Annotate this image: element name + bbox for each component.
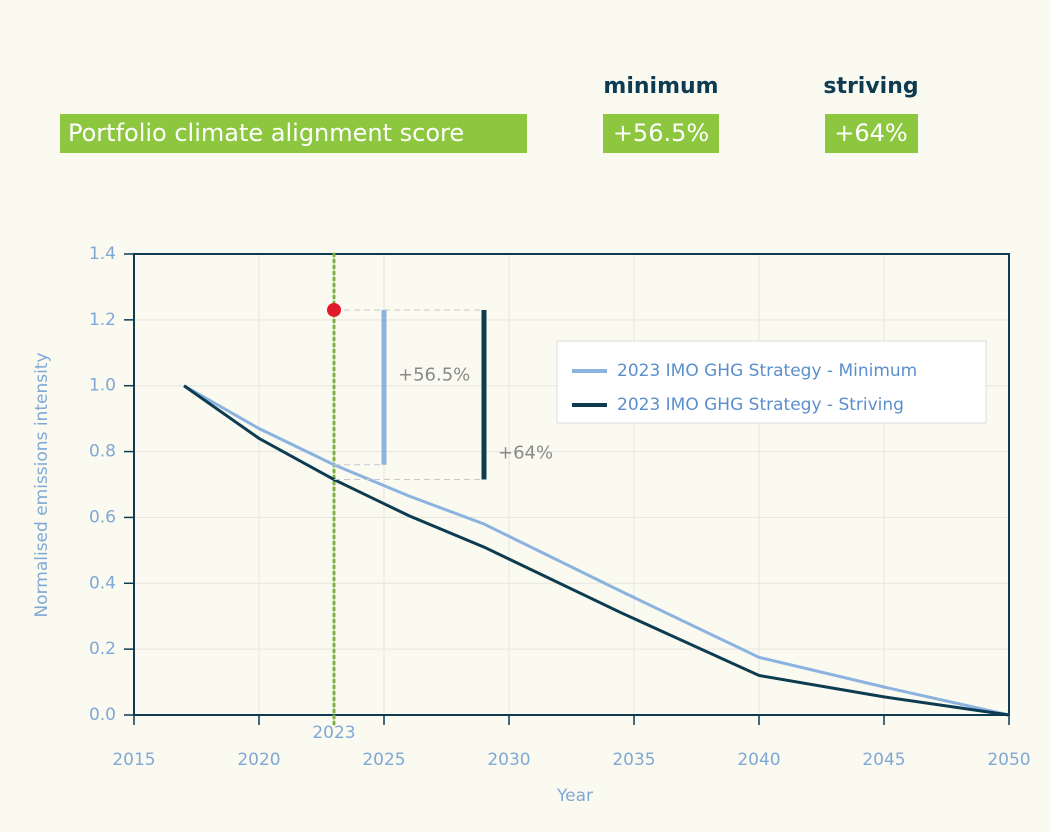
x-axis-label: Year bbox=[556, 786, 593, 806]
score-box bbox=[603, 114, 719, 153]
x-tick-label: 2025 bbox=[362, 750, 405, 770]
marker bbox=[327, 302, 341, 317]
x-tick-label: 2020 bbox=[237, 750, 280, 770]
y-tick-label: 1.4 bbox=[89, 244, 116, 264]
score: +56.5% bbox=[613, 119, 709, 147]
score-title: Portfolio climate alignment score bbox=[68, 119, 464, 147]
bracket-label: +56.5% bbox=[398, 364, 470, 385]
x-tick-label: 2040 bbox=[737, 750, 780, 770]
y-axis-label: Normalised emissions intensity bbox=[32, 352, 52, 617]
column-label: minimum bbox=[603, 74, 718, 99]
score: +64% bbox=[834, 119, 907, 147]
x-tick-label: 2015 bbox=[112, 750, 155, 770]
plot-frame bbox=[133, 253, 1010, 716]
y-tick-label: 0.6 bbox=[89, 507, 116, 527]
title-box bbox=[60, 114, 527, 153]
series-line bbox=[183, 384, 1010, 717]
x-tick-label: 2030 bbox=[487, 750, 530, 770]
x-tick-label: 2035 bbox=[612, 750, 655, 770]
y-tick-label: 1.2 bbox=[89, 310, 116, 330]
y-tick-label: 1.0 bbox=[89, 376, 116, 396]
legend-label: 2023 IMO GHG Strategy - Striving bbox=[617, 395, 904, 415]
y-tick-label: 0.0 bbox=[89, 705, 116, 725]
reference-label: 2023 bbox=[312, 723, 355, 743]
legend-label: 2023 IMO GHG Strategy - Minimum bbox=[617, 361, 917, 381]
bracket-label: +64% bbox=[498, 443, 553, 464]
y-tick-label: 0.8 bbox=[89, 442, 116, 462]
legend-box bbox=[556, 340, 987, 424]
y-tick-label: 0.2 bbox=[89, 639, 116, 659]
y-tick-label: 0.4 bbox=[89, 573, 116, 593]
x-tick-label: 2050 bbox=[987, 750, 1030, 770]
column-label: striving bbox=[823, 74, 918, 99]
x-tick-label: 2045 bbox=[862, 750, 905, 770]
series-line bbox=[183, 384, 1010, 717]
score-box bbox=[825, 114, 918, 153]
